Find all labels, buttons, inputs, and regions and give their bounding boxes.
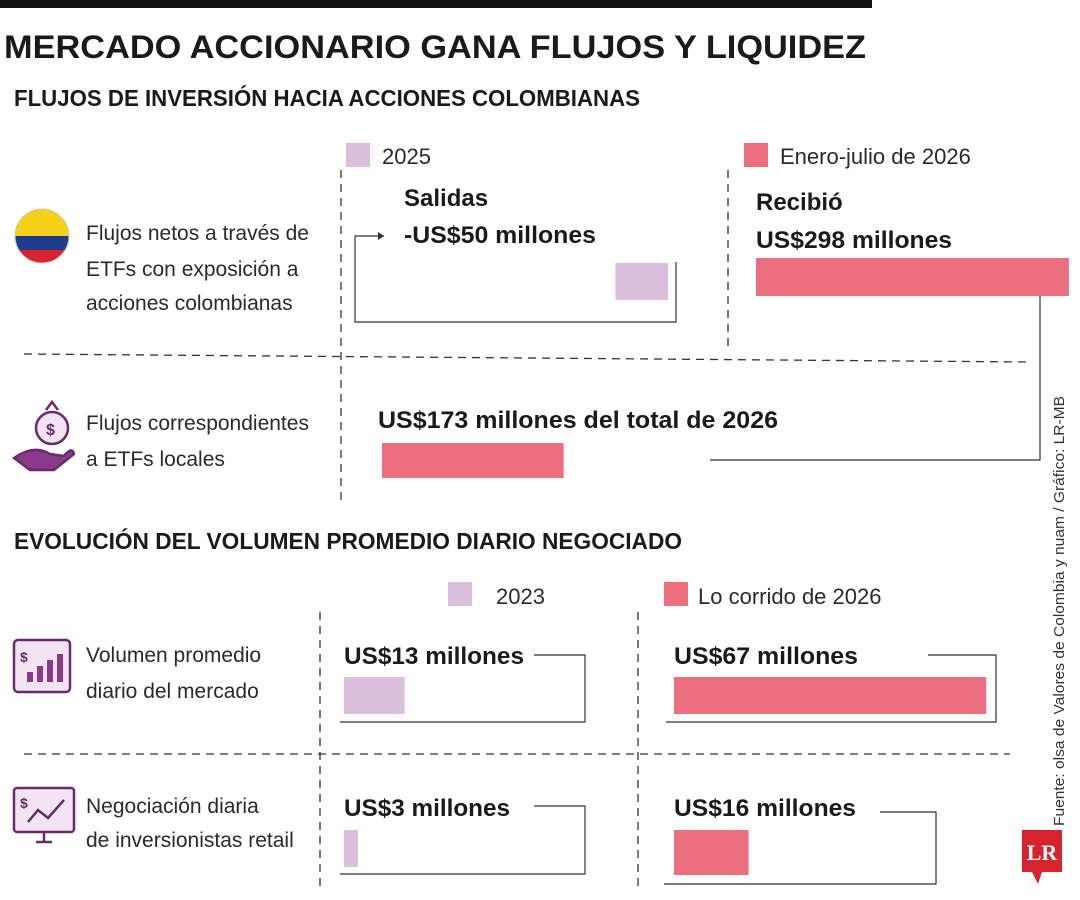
legend-label: Enero-julio de 2026 [780,144,971,169]
logo-box [1022,830,1062,872]
bar [674,830,749,875]
connector [666,654,997,723]
connector [710,288,1041,461]
section-heading: EVOLUCIÓN DEL VOLUMEN PROMEDIO DIARIO NE… [14,527,682,554]
legend-swatch [448,582,472,606]
value-label: US$13 millones [344,643,524,670]
row-label: a ETFs locales [86,448,225,471]
svg-text:$: $ [20,795,28,811]
row-label: Flujos correspondientes [86,412,309,435]
bar [344,677,405,714]
legend-label: 2025 [382,144,431,169]
row-label: diario del mercado [86,680,259,703]
caption: Recibió [756,189,843,216]
svg-text:$: $ [20,649,28,665]
legend-label: Lo corrido de 2026 [698,584,881,609]
bar [382,443,564,478]
connector [340,805,586,875]
source: Fuente: olsa de Valores de Colombia y nu… [1051,396,1068,826]
chart-icon: $ [12,638,72,694]
legend-swatch [664,582,688,606]
caption: Salidas [404,185,488,212]
value-label: US$3 millones [344,795,510,822]
value-label: US$67 millones [674,643,858,670]
legend-label: 2023 [496,584,545,609]
bar [674,677,987,714]
row-label: ETFs con exposición a [86,258,299,281]
value-label: US$173 millones del total de 2026 [378,407,778,434]
bar [756,258,1069,296]
row-label: Flujos netos a través de [86,222,309,245]
connector [664,811,937,885]
top-bar [0,0,872,8]
flag-icon [14,208,70,264]
title: MERCADO ACCIONARIO GANA FLUJOS Y LIQUIDE… [4,29,866,65]
value-label: US$16 millones [674,795,856,822]
connector [354,235,677,323]
svg-text:$: $ [46,422,55,439]
legend-swatch [346,143,370,167]
value-label: -US$50 millones [404,222,596,249]
section-heading: FLUJOS DE INVERSIÓN HACIA ACCIONES COLOM… [14,84,640,111]
monitor-icon: $ [12,786,76,844]
row-label: Volumen promedio [86,644,261,667]
bar [615,263,668,300]
value-label: US$298 millones [756,227,952,254]
logo-tail [1032,872,1042,884]
row-label: Negociación diaria [86,795,259,818]
bar [344,830,358,867]
money-icon: $ [11,399,76,472]
connector [340,654,586,723]
arrow [378,232,384,240]
divider [23,353,1031,363]
row-label: acciones colombianas [86,292,293,315]
logo: LR [1027,840,1059,865]
legend-swatch [744,143,768,167]
row-label: de inversionistas retail [86,829,294,852]
